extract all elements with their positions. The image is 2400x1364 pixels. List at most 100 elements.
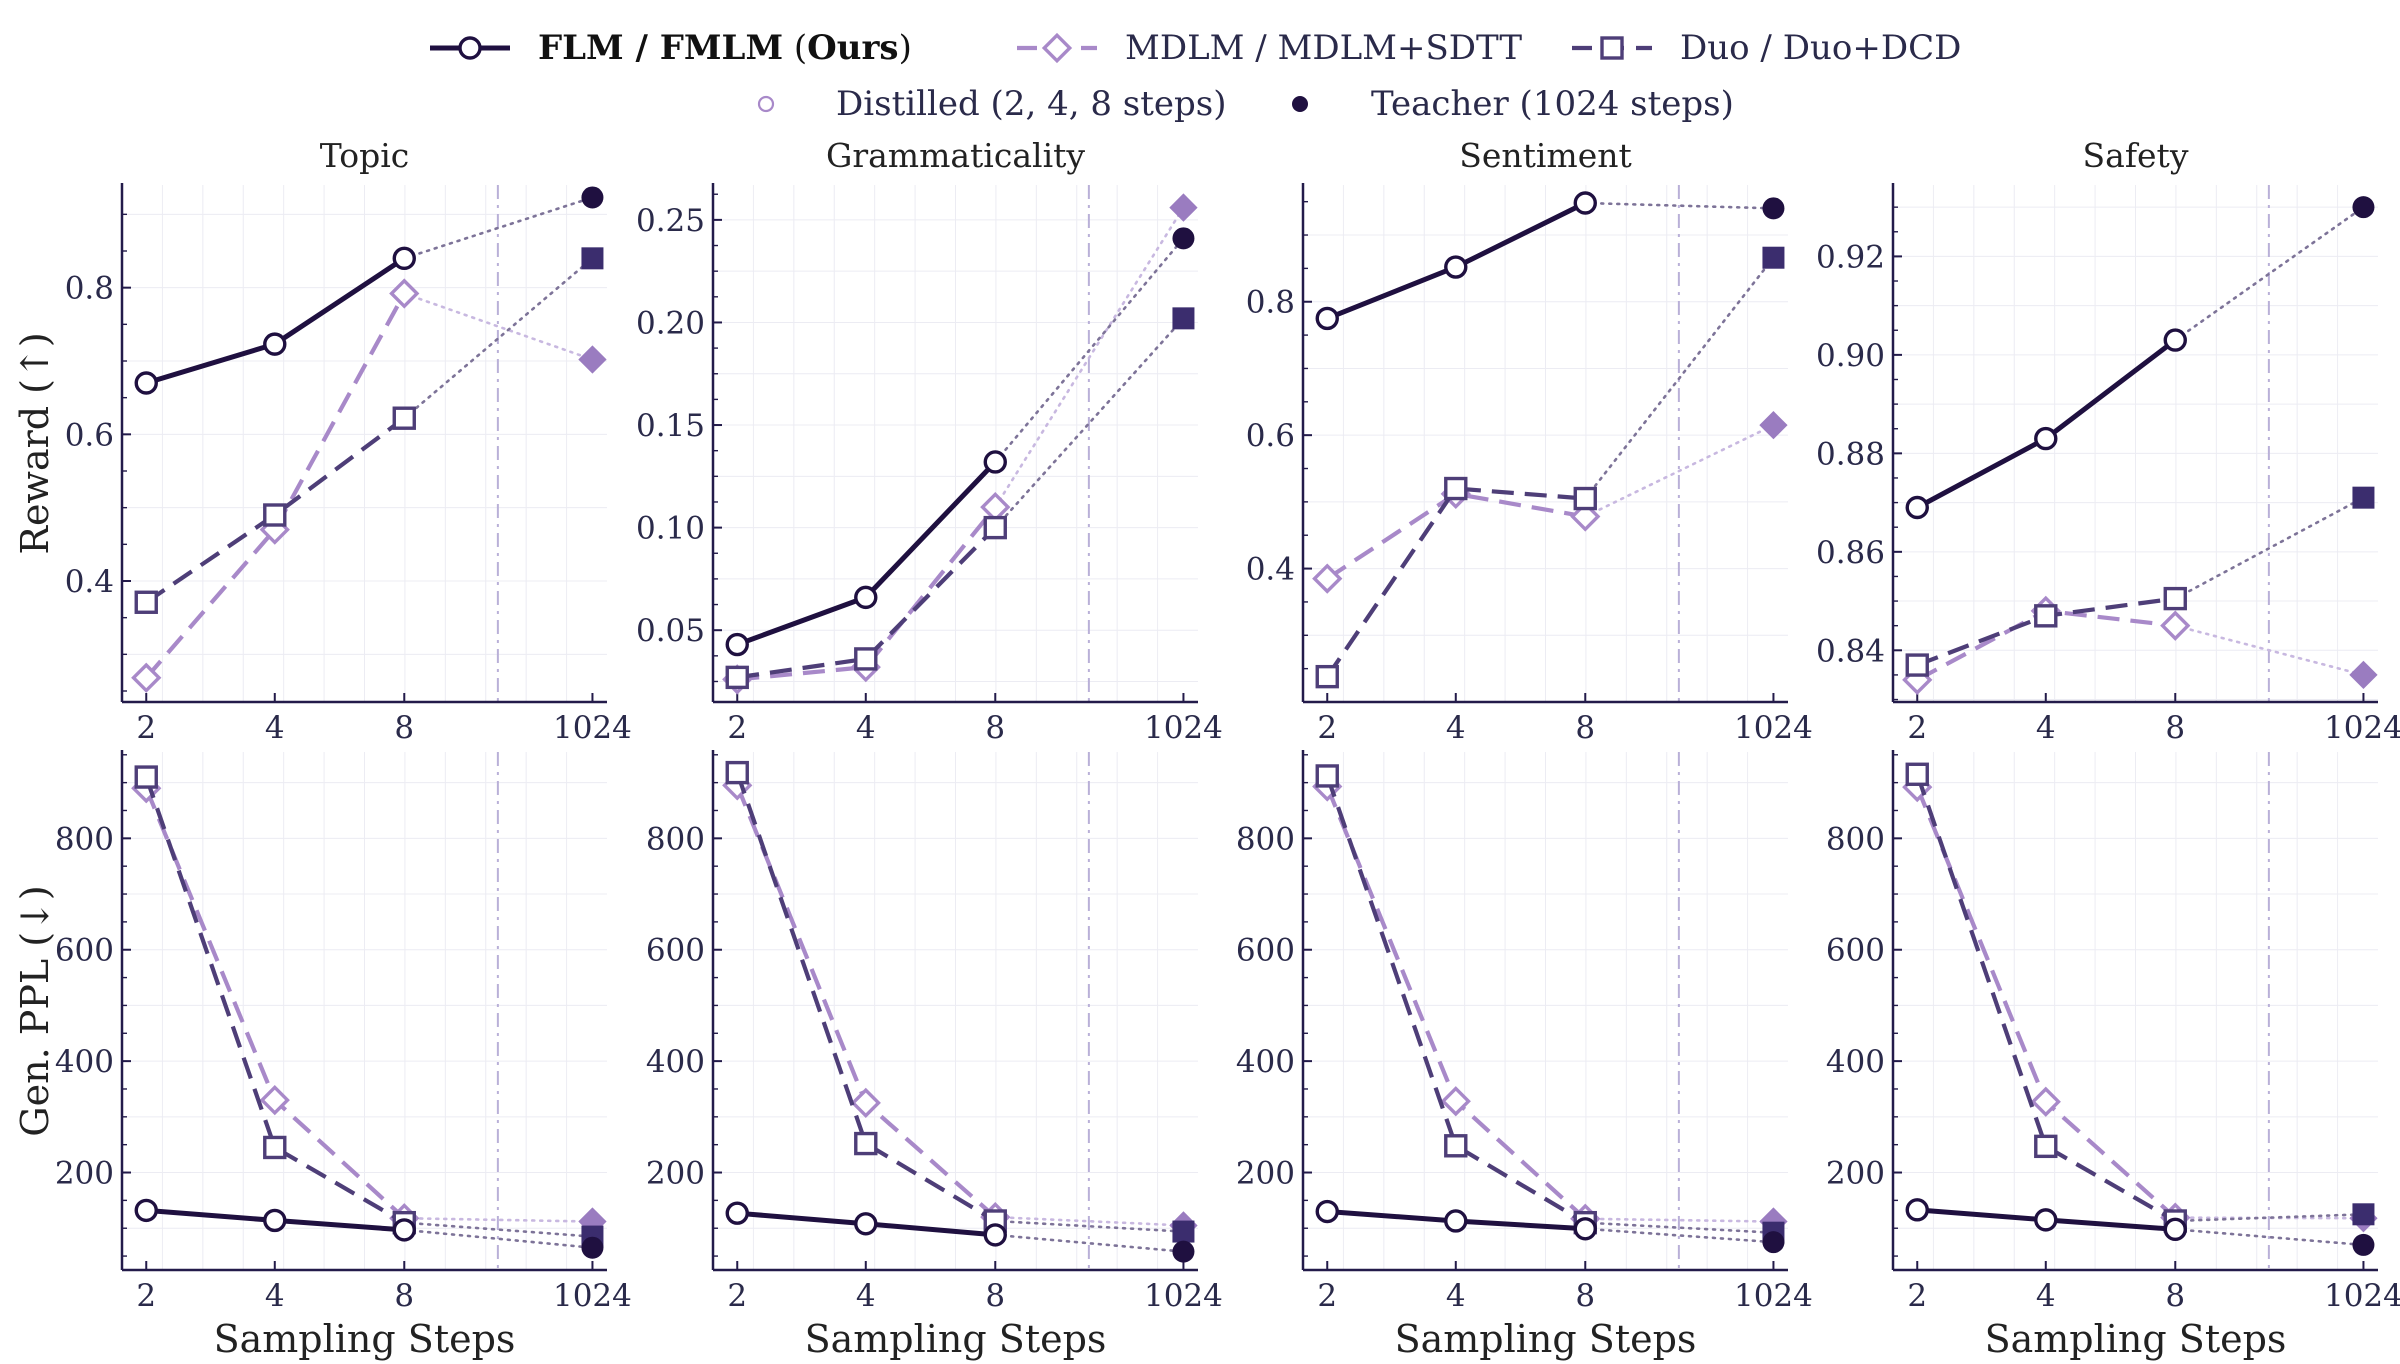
- teacher-point-duo: [581, 247, 604, 270]
- point-mdlm-8: [980, 491, 1011, 523]
- teacher-connector-duo: [2173, 1213, 2365, 1223]
- y-tick-label: 400: [55, 1044, 114, 1080]
- panel-safety: 0.84 0.86 0.88 0.90 0.92 2 4 8 1024 Safety: [1816, 136, 2400, 746]
- series-duo: [725, 760, 1195, 1243]
- legend-label-flm-close: ): [899, 28, 912, 68]
- teacher-connector-mdlm: [993, 206, 1185, 509]
- panel-ppl-2: 200 400 600 800 2 4 8 1024 Sampling Steps: [646, 750, 1223, 1361]
- y-tick-label: 0.88: [1816, 436, 1885, 472]
- y-tick-label: 600: [1826, 933, 1885, 969]
- series-line-duo: [736, 526, 997, 680]
- series-duo: [1905, 762, 2375, 1233]
- legend-marker-square: [1600, 36, 1624, 60]
- point-flm-4: [2034, 426, 2058, 451]
- x-tick-label: 2: [1317, 710, 1337, 746]
- legend-label-flm-ours: Ours: [807, 28, 898, 68]
- y-tick-label: 800: [646, 821, 705, 857]
- series-duo: [134, 765, 604, 1248]
- teacher-connector-duo: [402, 1221, 594, 1238]
- x-tick-label: 1024: [2324, 710, 2400, 746]
- legend-entry-teacher: Teacher (1024 steps): [1292, 84, 1734, 124]
- teacher-connector-flm: [402, 1228, 594, 1250]
- y-tick-label: 800: [55, 821, 114, 857]
- x-tick-label: 1024: [1734, 1278, 1813, 1314]
- y-tick-label: 600: [55, 933, 114, 969]
- point-duo-8: [2163, 586, 2187, 611]
- teacher-connector-mdlm: [993, 1215, 1185, 1227]
- grid: [713, 185, 1198, 702]
- panel-ppl-3: 200 400 600 800 2 4 8 1024 Sampling Steps: [1236, 750, 1813, 1361]
- point-flm-4: [263, 1208, 287, 1233]
- legend-label-duo: Duo / Duo+DCD: [1680, 28, 1961, 68]
- legend-label-distilled: Distilled (2, 4, 8 steps): [836, 84, 1226, 124]
- x-tick-label: 4: [2036, 1278, 2056, 1314]
- y-tick-label: 0.90: [1816, 338, 1885, 374]
- y-tick-label: 400: [1236, 1044, 1295, 1080]
- y-tick-label: 0.86: [1816, 535, 1885, 571]
- y-tick-label: 0.6: [1246, 418, 1295, 454]
- teacher-connector-mdlm: [1583, 1217, 1775, 1223]
- teacher-connector-flm: [993, 237, 1185, 464]
- x-tick-label: 1024: [1734, 710, 1813, 746]
- series-flm: [1315, 1199, 1785, 1254]
- legend: FLM / FMLM (Ours) MDLM / MDLM+SDTT Duo / D…: [430, 28, 1961, 124]
- series-flm: [725, 1201, 1195, 1263]
- point-duo-2: [725, 665, 749, 690]
- series-mdlm: [722, 770, 1198, 1240]
- y-tick-label: 0.4: [1246, 552, 1295, 588]
- teacher-connector-flm: [1583, 1227, 1775, 1244]
- point-duo-4: [263, 1135, 287, 1160]
- y-tick-label: 0.84: [1816, 633, 1885, 669]
- x-tick-label: 8: [394, 710, 414, 746]
- legend-label-flm-open: (: [783, 28, 807, 68]
- y-axis-label: Reward (↑): [13, 332, 57, 554]
- point-duo-8: [983, 515, 1007, 540]
- x-tick-label: 2: [136, 1278, 156, 1314]
- teacher-connector-flm: [2173, 1228, 2365, 1247]
- y-axis-label: Gen. PPL (↓): [13, 885, 57, 1136]
- point-duo-8: [392, 406, 416, 430]
- x-tick-label: 1024: [553, 1278, 632, 1314]
- series-mdlm: [1902, 771, 2378, 1233]
- x-tick-label: 4: [265, 1278, 285, 1314]
- point-mdlm-4: [1440, 1086, 1471, 1117]
- y-tick-label: 800: [1236, 821, 1295, 857]
- y-tick-label: 0.4: [65, 564, 114, 600]
- legend-entry-distilled: Distilled (2, 4, 8 steps): [757, 84, 1226, 124]
- teacher-point-duo: [2352, 486, 2375, 509]
- x-tick-label: 8: [985, 1278, 1005, 1314]
- grid: [1893, 752, 2378, 1270]
- x-axis-label: Sampling Steps: [214, 1317, 516, 1361]
- teacher-connector-duo: [1583, 256, 1775, 500]
- x-tick-label: 4: [265, 710, 285, 746]
- teacher-connector-duo: [1583, 1221, 1775, 1234]
- point-mdlm-4: [259, 1084, 290, 1116]
- grid: [122, 185, 607, 702]
- x-tick-label: 8: [394, 1278, 414, 1314]
- series-mdlm: [1312, 771, 1788, 1236]
- grid: [713, 752, 1198, 1270]
- panel-title: Grammaticality: [826, 136, 1085, 175]
- point-flm-4: [1444, 255, 1468, 279]
- x-tick-label: 4: [2036, 710, 2056, 746]
- y-tick-label: 200: [55, 1156, 114, 1192]
- legend-label-mdlm: MDLM / MDLM+SDTT: [1125, 28, 1522, 68]
- x-tick-label: 4: [1446, 1278, 1466, 1314]
- series-flm: [1905, 196, 2375, 520]
- x-tick-label: 2: [727, 710, 747, 746]
- series-duo: [725, 307, 1195, 690]
- point-duo-2: [134, 590, 158, 614]
- x-tick-label: 1024: [1144, 710, 1223, 746]
- x-axis-label: Sampling Steps: [1395, 1317, 1697, 1361]
- point-flm-8: [1573, 1217, 1597, 1241]
- series-flm: [134, 186, 604, 395]
- point-mdlm-4: [850, 1087, 881, 1119]
- teacher-point-flm: [1172, 227, 1195, 250]
- x-tick-label: 8: [1575, 1278, 1595, 1314]
- teacher-point-duo: [1172, 1220, 1195, 1243]
- grid: [1303, 752, 1788, 1270]
- legend-marker-teacher: [1292, 96, 1308, 112]
- point-duo-2: [1315, 764, 1339, 788]
- series-flm: [134, 1198, 604, 1259]
